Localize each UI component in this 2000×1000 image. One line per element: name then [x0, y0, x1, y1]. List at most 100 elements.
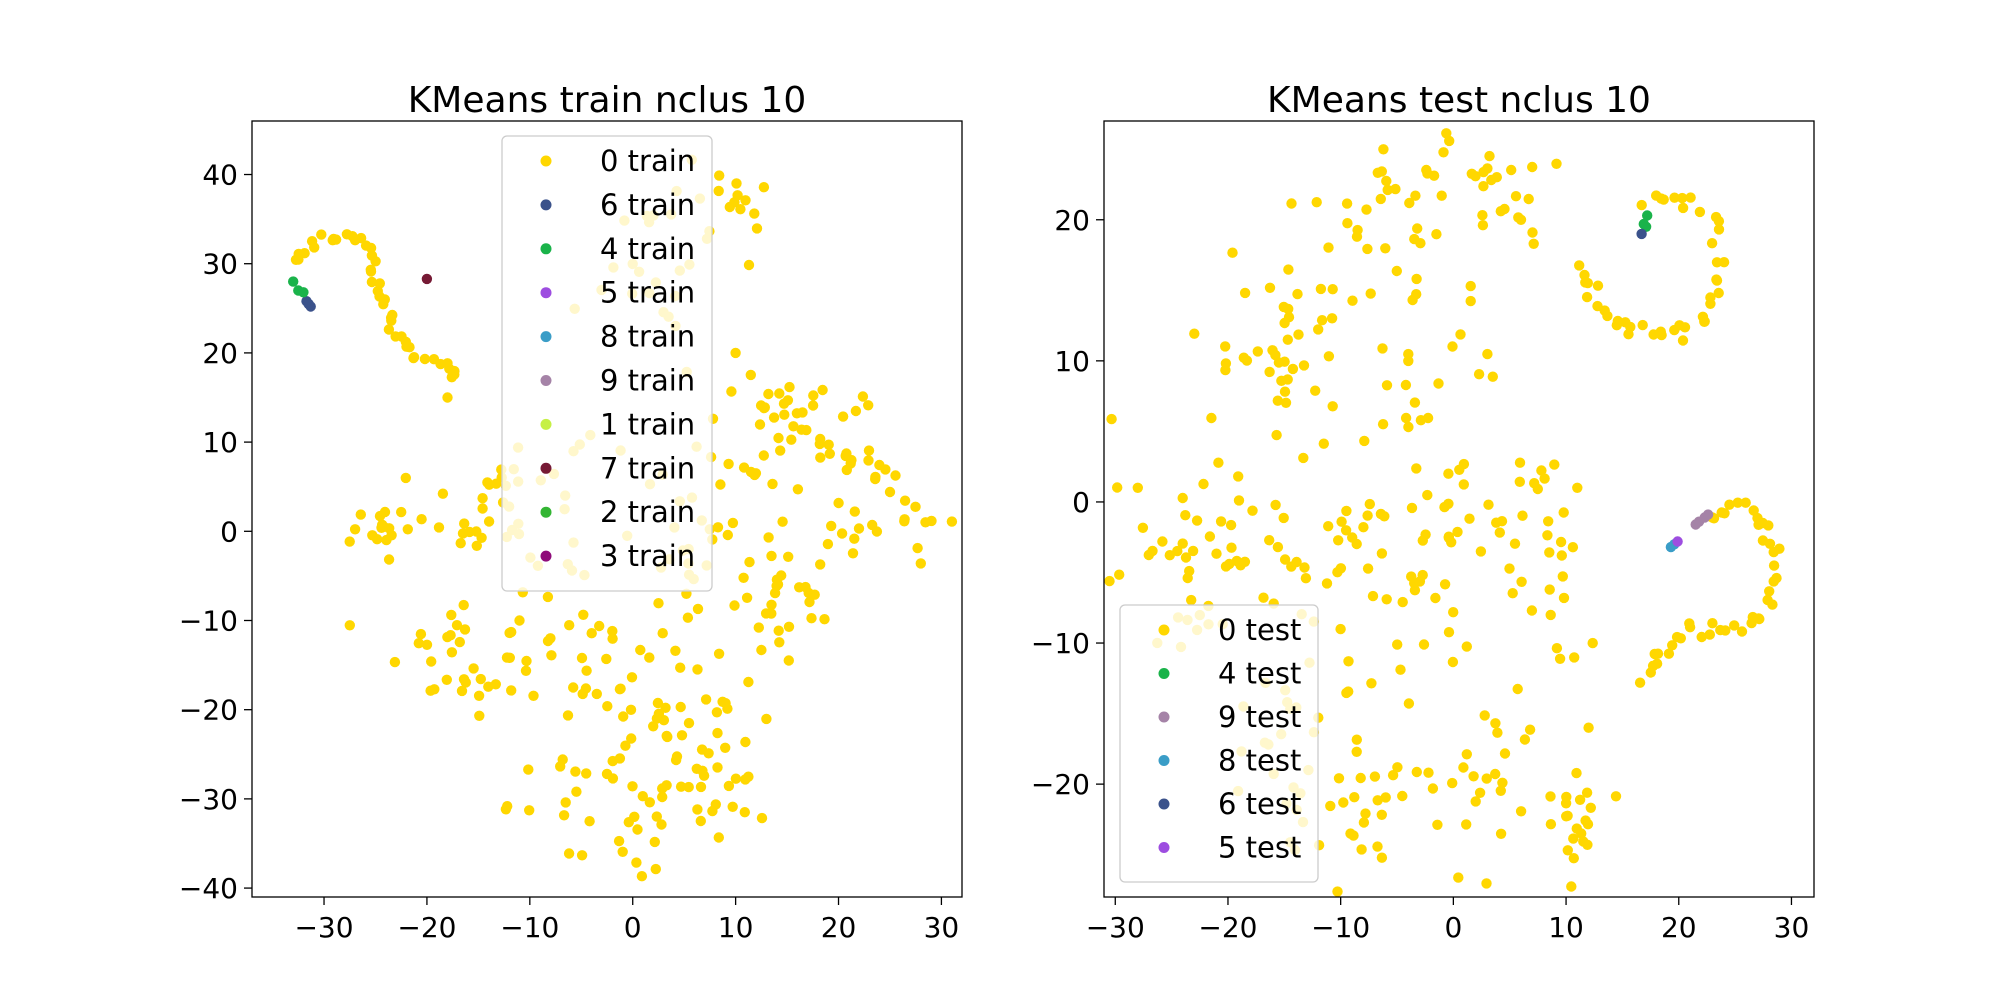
- test-point-series-0: [1527, 227, 1538, 238]
- train-point-series-0: [571, 786, 582, 797]
- test-point-series-0: [1494, 527, 1506, 538]
- train-point-series-0: [815, 559, 826, 570]
- test-point-series-0: [1343, 656, 1354, 667]
- train-point-series-0: [476, 532, 487, 543]
- test-x-tick-label: 30: [1774, 911, 1810, 944]
- test-point-series-0: [1470, 171, 1481, 182]
- test-point-series-0: [1411, 289, 1422, 300]
- train-point-series-0: [457, 528, 469, 539]
- test-legend-box: [1119, 604, 1319, 883]
- train-point-series-0: [745, 369, 756, 381]
- train-point-series-0: [371, 534, 383, 545]
- train-point-series-0: [833, 497, 844, 509]
- test-point-series-0: [1669, 192, 1680, 203]
- test-point-series-0: [1560, 798, 1572, 809]
- train-x-tick-label: 10: [718, 911, 754, 944]
- train-point-series-0: [743, 676, 754, 688]
- test-point-series-0: [1542, 530, 1553, 541]
- train-point-series-0: [482, 477, 493, 488]
- train-point-series-0: [542, 591, 554, 603]
- test-point-series-0: [1387, 770, 1399, 781]
- test-point-series-0: [1711, 257, 1723, 268]
- test-point-series-0: [1293, 329, 1304, 340]
- train-point-series-0: [451, 620, 463, 631]
- test-point-series-0: [1487, 371, 1499, 382]
- train-point-series-0: [700, 694, 712, 705]
- train-point-series-0: [491, 478, 502, 489]
- test-point-series-0: [1362, 510, 1373, 521]
- train-point-series-0: [863, 445, 875, 456]
- test-point-series-0: [1377, 419, 1389, 430]
- test-point-series-0: [1484, 150, 1495, 162]
- train-point-series-0: [768, 412, 780, 423]
- test-point-series-0: [1326, 313, 1338, 324]
- train-point-series-0: [912, 542, 923, 554]
- train-point-series-0: [756, 644, 767, 656]
- train-point-series-0: [626, 733, 637, 744]
- test-point-series-0: [1567, 542, 1579, 553]
- test-point-series-0: [1366, 678, 1377, 689]
- train-point-series-0: [819, 614, 830, 625]
- test-point-series-0: [1441, 128, 1452, 139]
- test-point-series-0: [1473, 369, 1485, 380]
- train-point-series-0: [857, 391, 869, 402]
- test-point-series-0: [1592, 300, 1603, 312]
- test-point-series-0: [1362, 563, 1374, 574]
- train-point-series-0: [729, 600, 740, 611]
- test-point-series-0: [1343, 686, 1354, 697]
- train-point-series-0: [477, 503, 488, 514]
- train-point-series-0: [849, 506, 860, 517]
- test-point-series-0: [1592, 280, 1604, 291]
- train-point-series-0: [661, 780, 672, 791]
- train-point-series-0: [617, 846, 628, 857]
- test-point-series-0: [1106, 413, 1117, 425]
- train-point-series-0: [712, 522, 724, 533]
- test-point-series-0: [1292, 288, 1303, 300]
- train-point-series-0: [564, 620, 575, 631]
- train-point-series-0: [773, 625, 784, 636]
- test-point-series-0: [1495, 785, 1507, 796]
- test-point-series-0: [1356, 844, 1367, 855]
- test-point-series-0: [1554, 653, 1566, 664]
- train-point-series-0: [698, 770, 710, 781]
- train-point-series-0: [774, 637, 785, 648]
- test-point-series-0: [1468, 771, 1479, 782]
- train-point-series-0: [863, 455, 874, 466]
- train-point-series-0: [483, 516, 495, 527]
- test-point-series-0: [1557, 571, 1569, 582]
- train-point-series-0: [344, 536, 355, 547]
- test-point-series-0: [1359, 435, 1370, 447]
- test-point-series-0: [1406, 502, 1418, 514]
- test-point-series-0: [1555, 536, 1567, 548]
- test-legend-label: 4 test: [1218, 657, 1301, 691]
- test-point-series-0: [1464, 513, 1475, 524]
- test-point-series-0: [1566, 881, 1577, 892]
- train-point-series-0: [824, 448, 835, 459]
- test-point-series-0: [1713, 287, 1724, 299]
- test-point-series-0: [1372, 795, 1383, 806]
- train-point-series-0: [506, 685, 517, 696]
- test-point-series-0: [1458, 458, 1470, 470]
- train-point-series-0: [483, 681, 494, 692]
- test-point-series-0: [1379, 511, 1390, 522]
- train-point-series-0: [774, 388, 785, 399]
- test-point-series-0: [1283, 264, 1294, 275]
- train-point-series-0: [521, 655, 532, 667]
- test-point-series-0: [1412, 223, 1423, 234]
- train-point-series-0: [614, 684, 626, 695]
- train-point-series-0: [744, 556, 755, 568]
- train-legend-marker: [540, 331, 552, 343]
- test-point-series-0: [1539, 473, 1550, 484]
- train-point-series-0: [804, 596, 815, 608]
- test-point-series-0: [1313, 324, 1324, 335]
- test-point-series-0: [1443, 627, 1455, 638]
- train-y-tick-label: −30: [179, 783, 238, 816]
- test-point-series-0: [1569, 652, 1580, 663]
- test-point-series-0: [1549, 459, 1560, 470]
- train-legend-marker: [540, 243, 552, 255]
- train-point-series-0: [656, 819, 667, 830]
- test-point-series-0: [1282, 374, 1293, 385]
- test-point-series-0: [1579, 269, 1590, 281]
- test-point-series-0: [1180, 510, 1191, 521]
- test-point-series-0: [1206, 412, 1217, 424]
